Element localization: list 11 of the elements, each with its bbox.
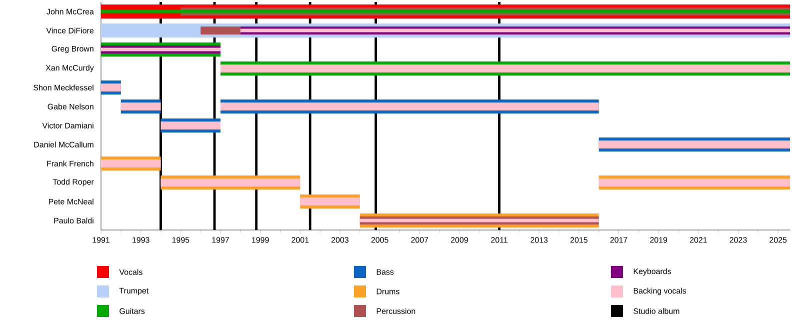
bar	[101, 160, 161, 168]
bar	[598, 140, 790, 148]
bar	[220, 64, 790, 72]
bar	[300, 198, 360, 206]
bar	[598, 178, 790, 186]
bar	[101, 84, 121, 92]
bar	[120, 102, 161, 110]
bar	[160, 122, 220, 130]
bar	[200, 26, 240, 34]
bar	[220, 102, 599, 110]
bar	[160, 178, 300, 186]
